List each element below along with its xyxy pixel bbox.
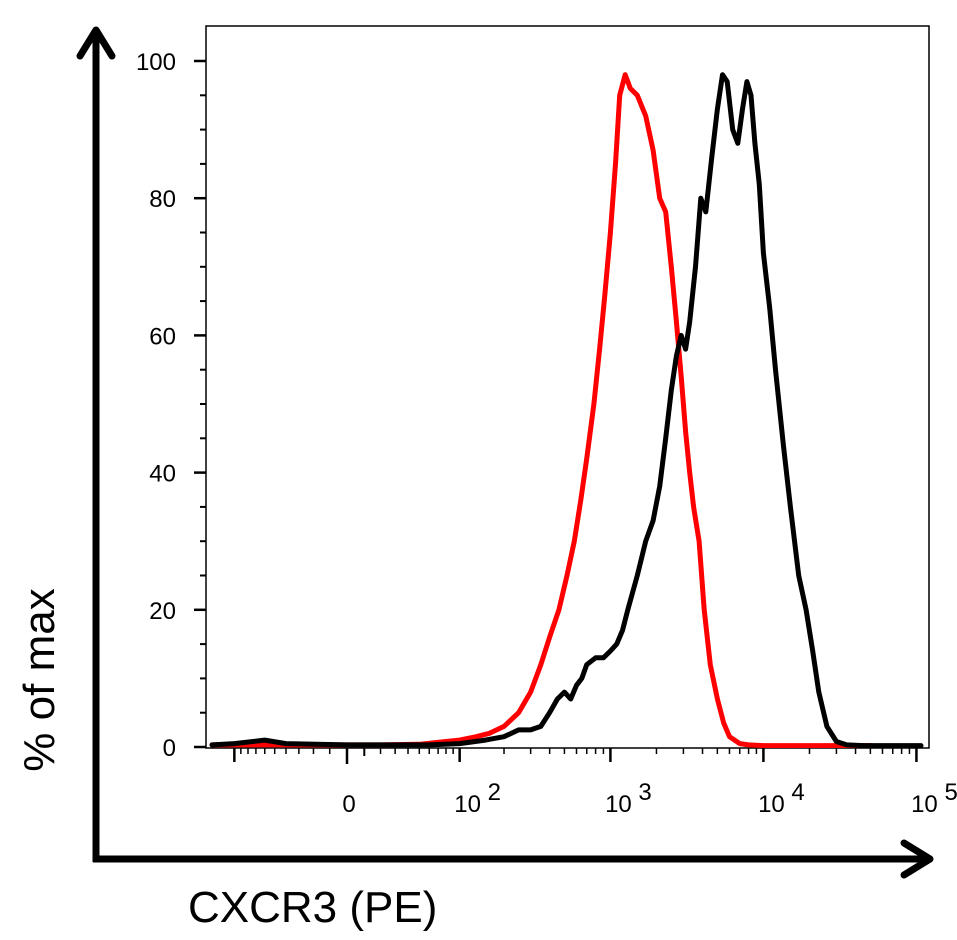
series-line-2 (209, 72, 924, 748)
y-tick-label: 100 (136, 49, 176, 76)
x-tick-label: 10 (454, 791, 481, 818)
x-axis-title: CXCR3 (PE) (188, 883, 437, 932)
x-tick-exponent: 4 (791, 779, 804, 806)
y-axis-title: % of max (15, 588, 64, 771)
series-line-1 (209, 72, 873, 748)
plot-frame (205, 25, 930, 749)
x-tick-label: 10 (605, 791, 632, 818)
y-axis-ticks: 0 20 40 60 80 100 (136, 49, 206, 762)
y-tick-label: 80 (149, 186, 176, 213)
x-tick-label: 10 (911, 791, 938, 818)
x-tick-exponent: 2 (488, 779, 501, 806)
x-tick-label: 10 (758, 791, 785, 818)
series-layer (209, 72, 924, 748)
x-tick-exponent: 3 (638, 779, 651, 806)
y-tick-label: 60 (149, 323, 176, 350)
y-tick-label: 40 (149, 461, 176, 488)
x-axis-ticks: 0 10 2 10 3 10 4 10 5 (233, 748, 957, 818)
y-axis-arrow (76, 26, 116, 862)
y-tick-label: 20 (149, 598, 176, 625)
x-axis-arrow (93, 839, 934, 879)
x-tick-label: 0 (342, 791, 355, 818)
x-tick-exponent: 5 (944, 779, 957, 806)
y-tick-label: 0 (163, 735, 176, 762)
